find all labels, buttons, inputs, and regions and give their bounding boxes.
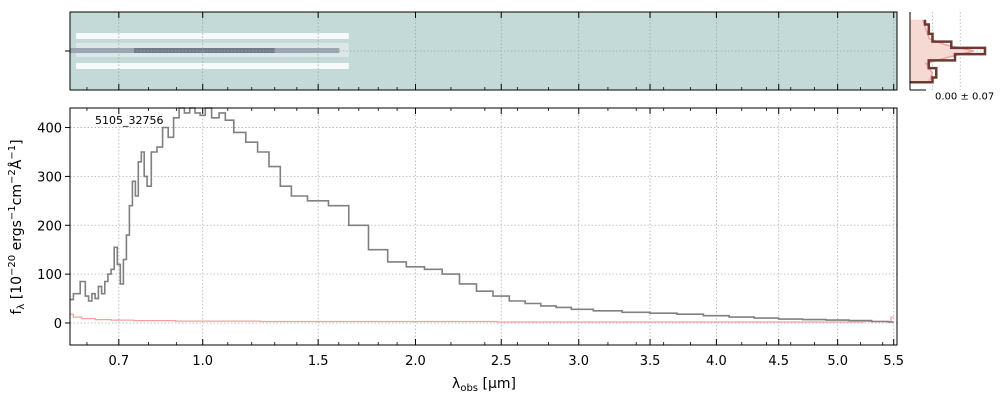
profile-panel: 0.00 ± 0.07 bbox=[909, 12, 994, 102]
profile-model-fill bbox=[910, 19, 974, 83]
object-id-annotation: 5105_32756 bbox=[95, 114, 164, 127]
y-axis-label-mid3: Å bbox=[8, 159, 25, 169]
x-tick-label: 1.5 bbox=[308, 354, 329, 369]
profile-data-line bbox=[910, 19, 987, 84]
trace-core-segment bbox=[202, 48, 276, 53]
flux-line bbox=[70, 107, 894, 323]
y-axis-label-exp3: −2 bbox=[7, 169, 18, 184]
profile-model-line bbox=[922, 19, 974, 83]
y-axis-label-unit: [10 bbox=[9, 276, 25, 304]
y-axis-label-exp1: −20 bbox=[7, 255, 18, 276]
y-tick-label: 0 bbox=[54, 317, 62, 332]
x-axis-label-main: λ bbox=[452, 376, 460, 392]
y-tick-label: 200 bbox=[37, 219, 62, 234]
x-tick-label: 0.7 bbox=[108, 354, 129, 369]
x-tick-label: 3.5 bbox=[640, 354, 661, 369]
x-axis-label-unit: [μm] bbox=[478, 376, 516, 392]
y-axis-label-sub: λ bbox=[16, 304, 27, 310]
x-tick-label: 5.0 bbox=[827, 354, 848, 369]
x-tick-label: 4.5 bbox=[768, 354, 789, 369]
y-tick-label: 300 bbox=[37, 170, 62, 185]
trace-upper-band bbox=[76, 33, 349, 39]
trace-core-segment bbox=[133, 48, 204, 53]
y-tick-label: 400 bbox=[37, 122, 62, 137]
y-axis-label-end: ] bbox=[9, 139, 25, 144]
spectrum-1d-background bbox=[70, 108, 897, 345]
y-tick-label: 100 bbox=[37, 268, 62, 283]
y-axis-label-mid2: cm bbox=[9, 184, 25, 205]
y-axis-label-exp4: −1 bbox=[7, 145, 18, 160]
profile-label: 0.00 ± 0.07 bbox=[935, 91, 994, 102]
y-axis-label-mid1: ergs bbox=[9, 220, 25, 255]
spectrum-1d-grid bbox=[70, 108, 897, 345]
spectrum-1d-frame bbox=[69, 107, 898, 346]
spectrum-2d-grid bbox=[70, 12, 897, 90]
x-tick-label: 3.0 bbox=[568, 354, 589, 369]
spectrum-2d-trace bbox=[70, 33, 349, 69]
x-axis-label-sub: obs bbox=[460, 383, 478, 394]
y-axis-label: fλ [10−20 ergs−1cm−2Å−1] bbox=[7, 139, 27, 314]
y-axis-label-exp2: −1 bbox=[7, 205, 18, 220]
trace-core-segment bbox=[70, 48, 135, 53]
x-tick-label: 5.5 bbox=[883, 354, 904, 369]
spectrum-1d-panel: 0.7 1.0 1.5 2.0 2.5 3.0 3.5 4.0 4.5 5.0 5.5 0 100 200… bbox=[7, 107, 904, 394]
x-tick-label: 2.5 bbox=[491, 354, 512, 369]
x-tick-label: 4.0 bbox=[706, 354, 727, 369]
x-tick-label: 1.0 bbox=[192, 354, 213, 369]
spectrum-2d-ticks bbox=[65, 12, 895, 90]
spectrum-2d-panel bbox=[65, 11, 898, 91]
trace-core-segment bbox=[274, 48, 340, 53]
spectrum-1d-ticks: 0.7 1.0 1.5 2.0 2.5 3.0 3.5 4.0 4.5 5.0 5.5 0 100 200… bbox=[37, 108, 904, 369]
x-tick-label: 2.0 bbox=[405, 354, 426, 369]
y-axis-label-main: f bbox=[9, 309, 25, 315]
uncertainty-line bbox=[70, 313, 894, 323]
trace-lower-band bbox=[76, 63, 349, 69]
x-axis-label: λobs [μm] bbox=[452, 376, 516, 394]
